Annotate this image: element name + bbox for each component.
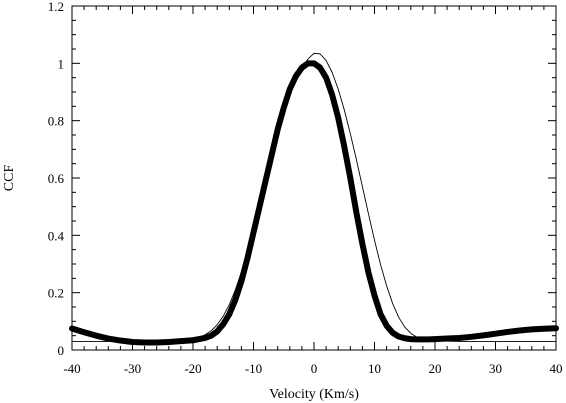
y-tick-label: 0 xyxy=(58,343,65,358)
y-tick-label: 1 xyxy=(58,56,65,71)
series-layer xyxy=(69,52,559,346)
x-axis-label: Velocity (Km/s) xyxy=(269,387,359,402)
y-tick-label: 0.8 xyxy=(48,114,64,129)
x-tick-label: 30 xyxy=(489,361,502,376)
ccf-fit-line xyxy=(71,52,557,342)
y-tick-label: 0.6 xyxy=(48,171,65,186)
x-tick-label: -10 xyxy=(245,361,262,376)
y-tick-label: 0.2 xyxy=(48,286,64,301)
plot-frame xyxy=(71,5,557,351)
x-tick-label: 0 xyxy=(311,361,318,376)
y-tick-label: 0.4 xyxy=(48,228,65,243)
y-axis-label: CCF xyxy=(2,165,17,192)
x-tick-label: 10 xyxy=(368,361,381,376)
ticks-layer: -40 -30 -20 -10 0 10 20 30 40 0 0.2 0.4 0.6 0.8 1 1.2 xyxy=(48,0,563,376)
x-tick-label: -20 xyxy=(184,361,201,376)
y-tick-label: 1.2 xyxy=(48,0,64,14)
x-tick-label: -40 xyxy=(63,361,80,376)
x-tick-label: 40 xyxy=(550,361,563,376)
ccf-observed-line xyxy=(69,60,559,346)
x-tick-label: -30 xyxy=(124,361,141,376)
x-tick-label: 20 xyxy=(429,361,442,376)
